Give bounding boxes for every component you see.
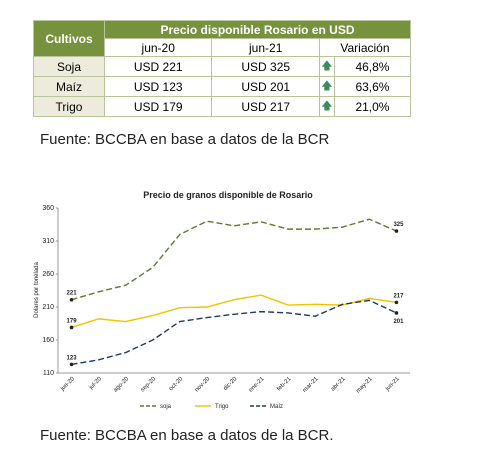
price-table: Cultivos Precio disponible Rosario en US… [33, 20, 412, 117]
cell: USD 325 [211, 56, 320, 77]
y-tick-label: 360 [42, 205, 54, 212]
row-label: Maíz [33, 76, 105, 97]
cell: USD 221 [103, 56, 213, 77]
data-label: 201 [393, 319, 404, 325]
cell: 46,8% [333, 56, 412, 77]
chart-title: Precio de granos disponible de Rosario [143, 190, 313, 200]
end-point [394, 311, 399, 315]
line [71, 299, 397, 366]
cell: USD 123 [103, 76, 213, 97]
y-axis-label: Dolares por tonelada [34, 261, 40, 317]
data-label: 325 [393, 222, 404, 228]
source: Fuente: BCCBA en base a datos de la BCR [40, 131, 330, 148]
x-tick-label: ago-20 [113, 376, 131, 394]
data-label: 217 [393, 293, 404, 299]
up-arrow: 🡅 [318, 76, 335, 97]
x-tick-label: jul-20 [88, 376, 104, 392]
line [71, 294, 397, 329]
line [71, 218, 397, 301]
legend-label: Maíz [270, 404, 283, 410]
cell: USD 179 [103, 96, 213, 117]
end-point [394, 229, 399, 233]
x-tick-label: oct-20 [168, 376, 185, 393]
cell: 21,0% [333, 96, 412, 117]
legend-label: Trigo [215, 404, 229, 410]
end-point [69, 297, 74, 302]
x-tick-label: ene-21 [248, 376, 266, 394]
col-header: jun-20 [103, 38, 213, 57]
x-tick-label: mar-21 [302, 376, 320, 394]
row-label: Soja [33, 56, 105, 77]
chart: Precio de granos disponible de Rosario D… [34, 190, 410, 410]
x-tick-label: nov-20 [194, 376, 212, 394]
col-header: jun-21 [211, 38, 320, 57]
cell: USD 201 [211, 76, 320, 97]
source: Fuente: BCCBA en base a datos de la BCR. [40, 427, 334, 444]
x-tick-label: jun-21 [384, 376, 401, 393]
y-tick-label: 210 [42, 304, 54, 311]
group-header: Precio disponible Rosario en USD [104, 20, 411, 39]
end-point [69, 325, 74, 330]
x-tick-label: sep-20 [140, 376, 158, 394]
y-tick-label: 160 [42, 337, 54, 344]
x-tick-label: feb-21 [276, 376, 293, 393]
x-tick-label: jun-20 [59, 376, 76, 393]
x-tick-label: dic-20 [223, 376, 239, 392]
end-point [69, 362, 74, 367]
data-label: 179 [67, 318, 78, 324]
y-tick-label: 110 [43, 370, 54, 377]
y-tick-label: 310 [42, 238, 54, 245]
data-label: 221 [67, 291, 78, 297]
row-label: Trigo [33, 96, 105, 117]
cell: USD 217 [211, 96, 320, 117]
y-tick-label: 260 [42, 271, 54, 278]
up-arrow: 🡅 [318, 96, 335, 117]
up-arrow: 🡅 [318, 56, 335, 77]
x-tick-label: may-21 [355, 376, 374, 395]
row-header: Cultivos [33, 20, 105, 57]
data-label: 123 [67, 355, 78, 361]
legend-label: soja [160, 404, 172, 410]
col-header: Variación [318, 38, 412, 57]
cell: 63,6% [333, 76, 412, 97]
x-tick-label: abr-21 [330, 376, 347, 393]
end-point [394, 300, 399, 305]
